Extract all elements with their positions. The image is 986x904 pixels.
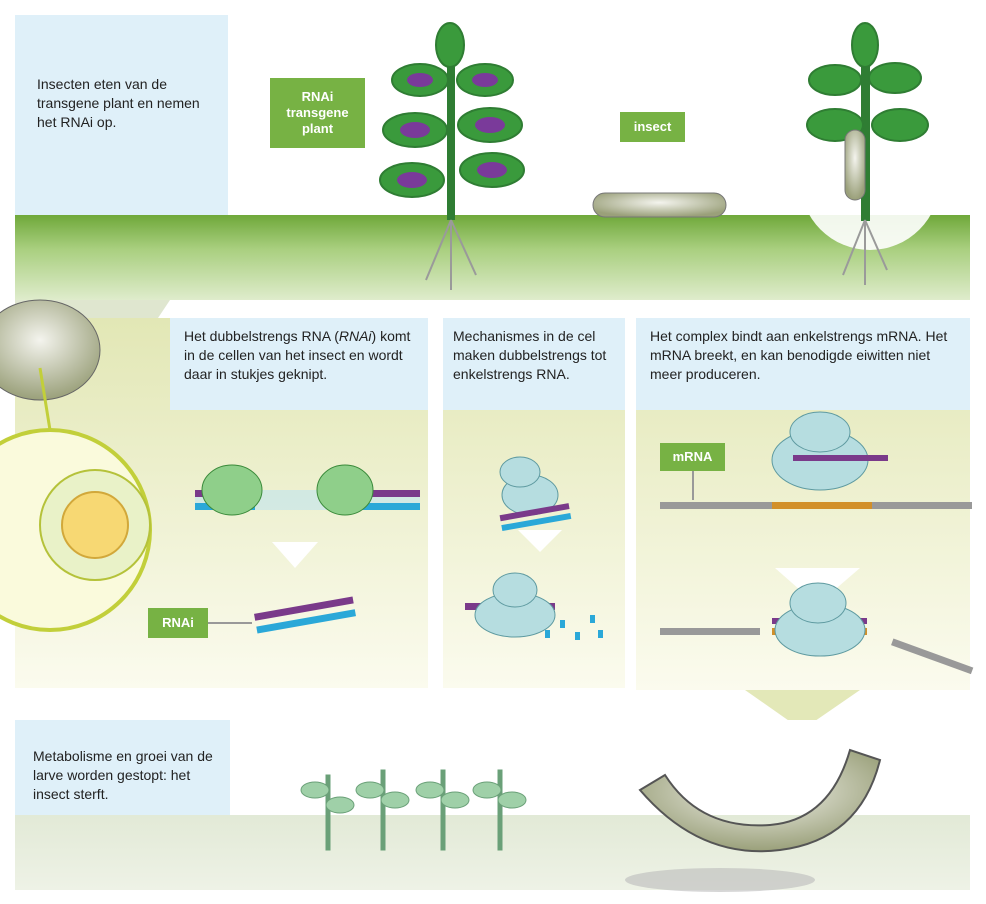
text: ) komt in de cellen van het insect en wo… — [184, 328, 411, 382]
panel-text: Metabolisme en groei van de larve worden… — [33, 748, 213, 802]
label: RNAi transgene plant — [270, 78, 365, 148]
text: Het dubbelstrengs RNA ( — [184, 328, 339, 344]
panel-text: Het dubbelstrengs RNA (RNAi) komt in de … — [184, 327, 424, 384]
panel-text: Insecten eten van de transgene plant en … — [37, 76, 200, 130]
label: RNAi — [148, 608, 208, 638]
panel-text: Mechanismes in de cel maken dubbelstreng… — [453, 328, 607, 382]
caterpillar — [844, 129, 866, 201]
label: mRNA — [660, 443, 725, 471]
dsrna-cutting — [195, 464, 420, 516]
label: insect — [620, 112, 685, 142]
dead-caterpillar — [638, 748, 882, 853]
plant — [379, 22, 525, 290]
caterpillar — [592, 192, 727, 218]
panel-text: Het complex bindt aan enkelstrengs mRNA.… — [650, 328, 948, 382]
text: RNAi — [338, 328, 372, 344]
